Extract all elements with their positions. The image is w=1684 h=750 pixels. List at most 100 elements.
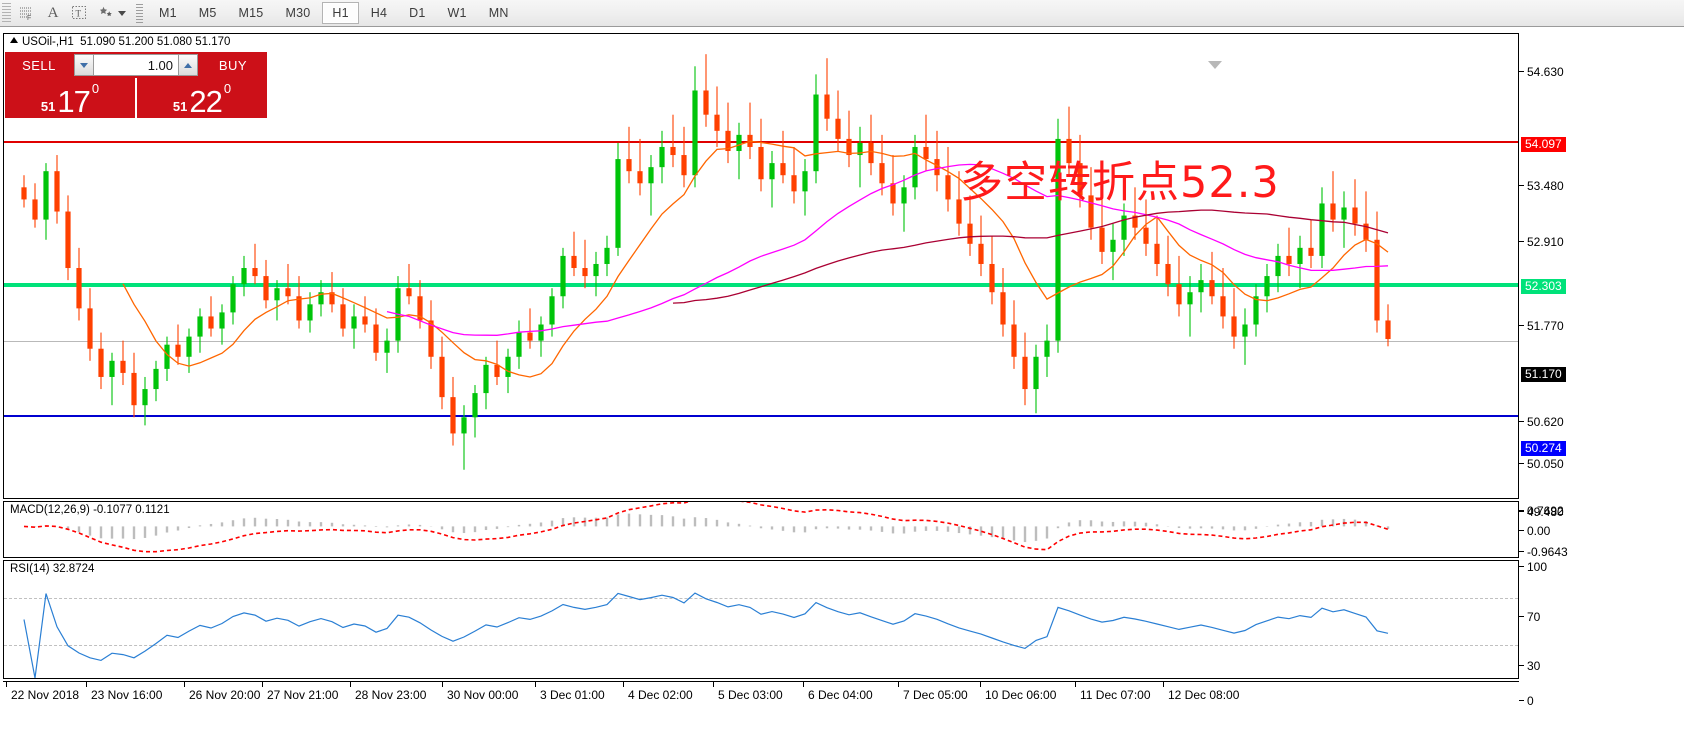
objects-dropdown-caret-icon[interactable] [118,10,126,16]
collapse-arrow-icon[interactable] [10,37,18,43]
candle-body [120,360,126,373]
candle-body [318,292,324,305]
timeframe-button-m15[interactable]: M15 [238,6,264,20]
current-price-line [4,341,1518,342]
candle-body [659,146,665,168]
chart-ohlc-text: 51.090 51.200 51.080 51.170 [80,36,231,48]
buy-price-display[interactable]: 51 22 0 [137,78,267,118]
svg-text:F: F [27,15,31,21]
candle-body [505,356,511,377]
volume-decrement-button[interactable] [74,54,94,76]
time-gridline [803,682,804,687]
time-gridline [262,682,263,687]
candle-body [439,356,445,398]
candle-body [54,171,60,212]
time-label: 11 Dec 07:00 [1080,688,1151,702]
support-level-line[interactable] [4,415,1518,417]
text-label-icon[interactable]: A [40,1,66,25]
chart-annotation-text[interactable]: 多空转折点52.3 [960,158,1280,208]
sell-price-integer: 51 [40,99,56,114]
macd-pane[interactable]: MACD(12,26,9) -0.1077 0.1121 [3,501,1519,558]
pivot-level-line[interactable] [4,283,1518,287]
candle-body [1319,203,1325,256]
price-tick-50-050: 50.050 [1519,458,1564,471]
timeframe-button-h4[interactable]: H4 [370,6,388,20]
candle-body [252,268,258,277]
chart-area: USOil-,H1 51.090 51.200 51.080 51.170 MA… [0,30,1684,750]
volume-increment-button[interactable] [178,54,198,76]
candle-body [1385,320,1391,340]
candle-body [373,324,379,353]
rsi-tick-70: 70 [1519,611,1540,624]
candle-body [1000,292,1006,325]
candle-body [912,146,918,188]
time-label: 7 Dec 05:00 [903,688,968,702]
pivot-level-badge[interactable]: 52.303 [1521,279,1566,294]
rsi-pane[interactable]: RSI(14) 32.8724 [3,560,1519,679]
candle-body [604,247,610,264]
price-tick-49-480: 49.480 [1519,506,1564,519]
candle-body [219,312,225,329]
candle-body [791,175,797,192]
candle-body [362,316,368,325]
candle-body [978,243,984,264]
candle-body [1187,292,1193,305]
candle-body [65,211,71,269]
time-label: 27 Nov 21:00 [267,688,339,702]
candle-body [450,397,456,434]
price-scale[interactable]: 54.630 53.480 52.910 51.770 50.620 50.050 49.4… [1519,33,1681,708]
grid-properties-icon[interactable]: F [14,1,40,25]
timeframe-button-h1[interactable]: H1 [322,2,359,24]
toolbar-drag-grip[interactable] [2,3,11,23]
timeframe-button-w1[interactable]: W1 [447,6,467,20]
candle-body [1110,239,1116,252]
candle-body [384,340,390,353]
candle-body [1077,163,1083,196]
candle-body [626,159,632,172]
price-tick-54-630: 54.630 [1519,66,1564,79]
text-box-icon[interactable]: T [66,1,93,25]
support-level-badge[interactable]: 50.274 [1521,441,1566,456]
current-price-badge[interactable]: 51.170 [1521,367,1566,382]
rsi-oversold-line [4,645,1518,646]
timeframe-button-m5[interactable]: M5 [198,6,217,20]
toolbar-separator [136,3,143,23]
candle-body [340,304,346,329]
candle-body [428,320,434,357]
candle-body [1297,247,1303,264]
chart-scroll-indicator-icon[interactable] [1208,61,1222,69]
candle-body [230,284,236,313]
timeframe-button-mn[interactable]: MN [488,6,509,20]
sell-price-display[interactable]: 51 17 0 [5,78,135,118]
candle-body [1220,296,1226,317]
candle-body [670,146,676,156]
candle-body [703,90,709,115]
buy-button[interactable]: BUY [199,52,267,78]
resistance-level-badge[interactable]: 54.097 [1521,137,1566,152]
candle-body [1165,263,1171,285]
timeframe-button-d1[interactable]: D1 [409,6,426,20]
price-chart-pane[interactable]: USOil-,H1 51.090 51.200 51.080 51.170 [3,33,1519,499]
time-gridline [898,682,899,687]
volume-control[interactable]: 1.00 [73,52,199,78]
one-click-trade-panel[interactable]: SELL 1.00 BUY 51 17 0 51 22 0 [5,52,267,118]
candle-body [43,171,49,220]
rsi-tick-0: 0 [1519,695,1534,708]
candle-body [549,296,555,325]
candle-body [494,364,500,377]
main-toolbar: F A T M1 M5 M15 M30 H1 H4 D1 W1 MN [0,0,1684,27]
volume-input[interactable]: 1.00 [94,54,178,76]
candle-body [87,308,93,349]
timeframe-button-m1[interactable]: M1 [159,6,177,20]
candle-body [934,159,940,176]
sell-button[interactable]: SELL [5,52,73,78]
objects-icon[interactable] [93,1,131,25]
candle-body [21,187,27,200]
time-label: 23 Nov 16:00 [91,688,163,702]
time-label: 3 Dec 01:00 [540,688,605,702]
time-gridline [442,682,443,687]
time-gridline [623,682,624,687]
candle-body [109,360,115,377]
timeframe-button-m30[interactable]: M30 [285,6,311,20]
candle-body [32,199,38,220]
